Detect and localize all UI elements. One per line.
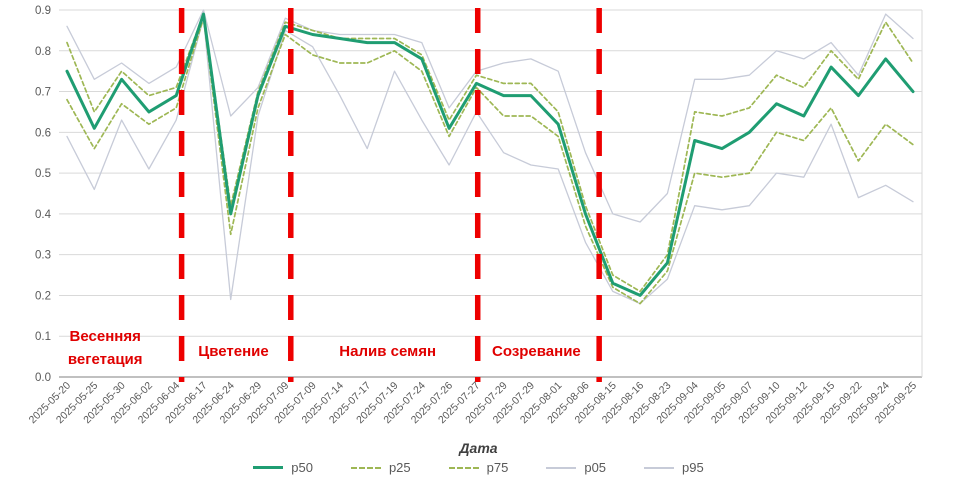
p95-line-swatch (644, 466, 675, 469)
phase-label: Созревание (492, 343, 581, 360)
y-tick-label: 0.9 (35, 5, 51, 17)
phase-label: Весенняя вегетация (68, 328, 143, 368)
series-line-p50 (65, 12, 915, 297)
p05-line-swatch (546, 466, 577, 469)
y-tick-label: 0.3 (35, 250, 51, 262)
series-line-p75 (66, 13, 914, 293)
series-line-p95 (66, 9, 914, 223)
legend-item-p95: p95 (644, 460, 704, 475)
legend-label-p25: p25 (388, 460, 411, 475)
chart-legend: p50 p25 p75 p05 p95 (0, 460, 957, 475)
y-tick-label: 0.0 (35, 372, 51, 384)
y-tick-label: 0.4 (35, 209, 52, 221)
y-tick-label: 0.5 (35, 168, 51, 180)
y-tick-label: 0.2 (35, 290, 51, 302)
p50-line-swatch (253, 466, 284, 469)
series-line-p25 (66, 17, 914, 305)
legend-label-p05: p05 (584, 460, 607, 475)
y-tick-label: 0.6 (35, 127, 51, 139)
legend-label-p50: p50 (291, 460, 313, 475)
legend-label-p75: p75 (486, 460, 509, 475)
legend-item-p25: p25 (350, 460, 411, 475)
x-axis-title: Дата (459, 440, 498, 456)
y-tick-label: 0.8 (35, 46, 51, 58)
legend-item-p50: p50 (253, 460, 313, 475)
p25-line-swatch (350, 466, 381, 469)
legend-label-p95: p95 (682, 460, 704, 475)
series-line-p05 (66, 17, 914, 305)
legend-item-p75: p75 (448, 460, 509, 475)
y-tick-label: 0.1 (35, 331, 51, 343)
y-tick-label: 0.7 (35, 87, 51, 99)
p75-line-swatch (448, 466, 479, 469)
phase-label: Цветение (198, 343, 268, 360)
legend-item-p05: p05 (546, 460, 606, 475)
phase-label: Налив семян (339, 343, 436, 360)
